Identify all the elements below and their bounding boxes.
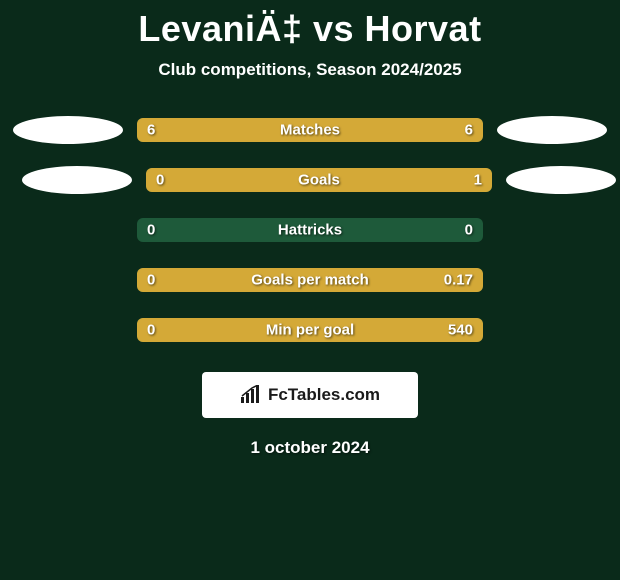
stat-value-left: 0 [156, 172, 164, 189]
stat-label: Min per goal [266, 322, 354, 339]
stat-row: 0 Hattricks 0 [0, 216, 620, 244]
date-label: 1 october 2024 [0, 438, 620, 458]
page-subtitle: Club competitions, Season 2024/2025 [0, 60, 620, 80]
stat-value-left: 0 [147, 222, 155, 239]
stat-label: Goals per match [251, 272, 369, 289]
player-right-marker [506, 166, 616, 194]
stat-row: 0 Min per goal 540 [0, 316, 620, 344]
player-left-marker [13, 116, 123, 144]
stat-value-left: 0 [147, 272, 155, 289]
stat-label: Goals [298, 172, 340, 189]
stat-row: 0 Goals 1 [0, 166, 620, 194]
stat-rows: 6 Matches 6 0 Goals 1 0 Hattricks 0 0 Goals per ma… [0, 116, 620, 344]
player-right-marker [497, 116, 607, 144]
page-title: LevaniÄ‡ vs Horvat [0, 8, 620, 50]
stat-bar: 0 Goals 1 [146, 168, 492, 192]
stat-value-left: 0 [147, 322, 155, 339]
stat-row: 0 Goals per match 0.17 [0, 266, 620, 294]
stat-bar-fill-right [208, 168, 492, 192]
comparison-infographic: LevaniÄ‡ vs Horvat Club competitions, Se… [0, 0, 620, 458]
player-left-marker [22, 166, 132, 194]
stat-value-right: 0 [465, 222, 473, 239]
stat-value-right: 6 [465, 122, 473, 139]
stat-bar: 0 Hattricks 0 [137, 218, 483, 242]
stat-bar: 0 Goals per match 0.17 [137, 268, 483, 292]
stat-row: 6 Matches 6 [0, 116, 620, 144]
stat-label: Matches [280, 122, 340, 139]
attribution-text: FcTables.com [268, 385, 380, 405]
stat-label: Hattricks [278, 222, 342, 239]
stat-value-right: 540 [448, 322, 473, 339]
stat-bar: 0 Min per goal 540 [137, 318, 483, 342]
attribution-badge: FcTables.com [202, 372, 418, 418]
stat-value-right: 0.17 [444, 272, 473, 289]
bar-chart-icon [240, 385, 262, 405]
stat-value-left: 6 [147, 122, 155, 139]
stat-value-right: 1 [474, 172, 482, 189]
stat-bar: 6 Matches 6 [137, 118, 483, 142]
